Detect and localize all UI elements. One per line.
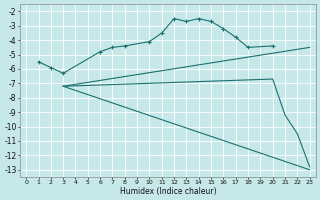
X-axis label: Humidex (Indice chaleur): Humidex (Indice chaleur) — [120, 187, 216, 196]
